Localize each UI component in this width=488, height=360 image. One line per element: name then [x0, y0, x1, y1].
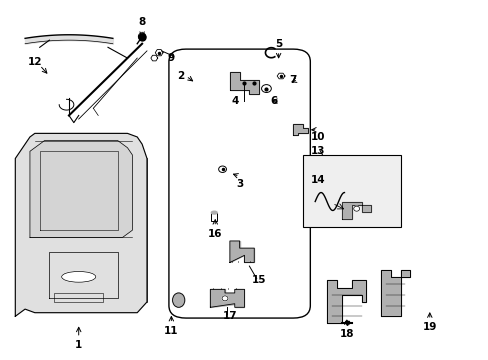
Ellipse shape	[211, 211, 217, 214]
Text: 3: 3	[236, 179, 243, 189]
Text: 8: 8	[138, 17, 145, 27]
Polygon shape	[327, 280, 366, 323]
Text: 12: 12	[27, 57, 42, 67]
Text: 15: 15	[251, 275, 266, 285]
Polygon shape	[151, 55, 158, 61]
Polygon shape	[30, 140, 132, 237]
Text: 16: 16	[207, 229, 222, 239]
Polygon shape	[210, 289, 244, 307]
Polygon shape	[341, 202, 370, 220]
Text: 7: 7	[289, 75, 296, 85]
Polygon shape	[15, 134, 147, 316]
Bar	[211, 213, 217, 221]
Ellipse shape	[222, 296, 227, 301]
Text: 14: 14	[310, 175, 325, 185]
Text: 19: 19	[422, 322, 436, 332]
Text: 5: 5	[274, 39, 282, 49]
Text: 13: 13	[310, 146, 324, 156]
Text: 2: 2	[177, 71, 184, 81]
Polygon shape	[293, 125, 307, 135]
Bar	[211, 213, 217, 221]
Text: 18: 18	[339, 329, 353, 339]
Text: 9: 9	[167, 53, 175, 63]
Polygon shape	[229, 241, 254, 262]
Text: 10: 10	[310, 132, 324, 142]
Text: 4: 4	[231, 96, 238, 106]
Bar	[54, 293, 103, 302]
Ellipse shape	[353, 206, 359, 211]
Polygon shape	[155, 50, 163, 56]
Text: 11: 11	[164, 325, 178, 336]
Bar	[303, 155, 400, 226]
Polygon shape	[380, 270, 409, 316]
Ellipse shape	[261, 85, 271, 93]
Polygon shape	[277, 73, 285, 79]
Polygon shape	[229, 72, 259, 94]
Text: 1: 1	[75, 340, 82, 350]
Text: 6: 6	[269, 96, 277, 106]
Ellipse shape	[218, 166, 226, 172]
Ellipse shape	[61, 271, 96, 282]
Ellipse shape	[172, 293, 184, 307]
Text: 17: 17	[222, 311, 237, 321]
